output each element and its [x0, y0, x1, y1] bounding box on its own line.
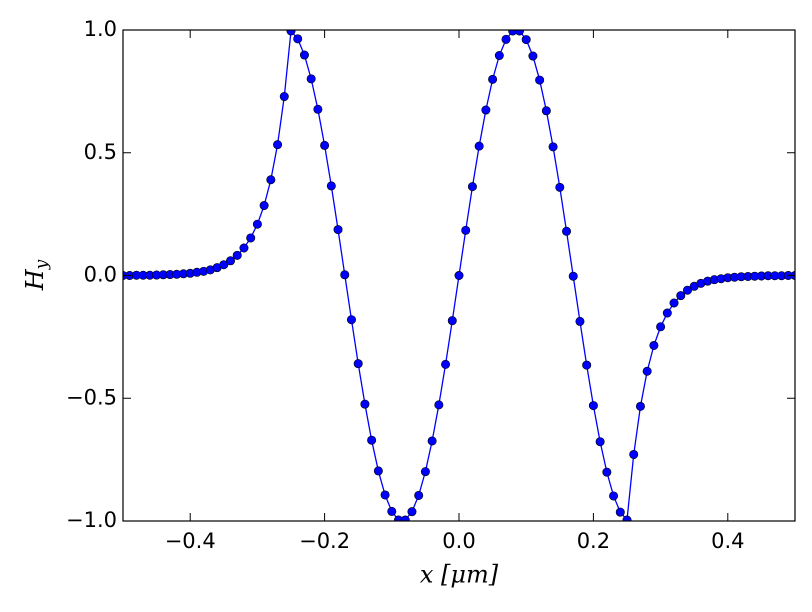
marker	[656, 322, 666, 332]
marker	[541, 106, 551, 116]
marker	[259, 201, 269, 211]
marker	[548, 142, 558, 152]
marker	[662, 308, 672, 318]
x-tick-label: 0.0	[442, 529, 475, 553]
marker	[488, 74, 498, 84]
y-tick-label: 0.0	[84, 263, 117, 287]
marker	[494, 51, 504, 61]
marker	[326, 181, 336, 191]
marker	[373, 466, 383, 476]
marker	[521, 35, 531, 45]
marker	[514, 30, 524, 36]
marker	[528, 51, 538, 61]
marker	[461, 225, 471, 235]
marker	[568, 271, 578, 281]
marker	[367, 435, 377, 445]
marker	[266, 175, 276, 185]
marker	[555, 182, 565, 192]
marker	[629, 449, 639, 459]
marker	[400, 515, 410, 521]
marker	[407, 507, 417, 517]
marker	[427, 436, 437, 446]
y-axis-label: Hy	[21, 259, 52, 291]
x-tick-label: −0.4	[165, 529, 216, 553]
x-tick-label: 0.4	[711, 529, 744, 553]
y-label-main: H	[21, 268, 49, 291]
marker	[313, 104, 323, 114]
marker	[447, 316, 457, 326]
marker	[346, 315, 356, 325]
marker	[481, 105, 491, 115]
marker	[676, 291, 686, 301]
marker	[582, 360, 592, 370]
marker	[434, 400, 444, 410]
marker	[320, 140, 330, 150]
marker	[226, 256, 236, 266]
marker	[649, 340, 659, 350]
marker	[602, 467, 612, 477]
y-tick-label: −1.0	[66, 508, 117, 532]
marker	[306, 74, 316, 84]
x-axis-label: x [μm]	[420, 561, 499, 589]
marker	[575, 316, 585, 326]
marker	[387, 506, 397, 516]
marker	[501, 34, 511, 44]
y-tick-label: 0.5	[84, 140, 117, 164]
marker	[474, 141, 484, 151]
y-label-sub: y	[32, 259, 52, 270]
marker	[414, 490, 424, 500]
marker	[622, 515, 632, 521]
marker	[454, 270, 464, 280]
x-tick-label: 0.2	[577, 529, 610, 553]
marker	[635, 401, 645, 411]
marker	[252, 219, 262, 229]
marker	[219, 260, 229, 270]
marker	[609, 491, 619, 501]
x-tick-label: −0.2	[299, 529, 350, 553]
marker	[669, 298, 679, 308]
marker	[380, 490, 390, 500]
marker	[286, 30, 296, 36]
marker	[293, 34, 303, 44]
y-tick-label: −0.5	[66, 385, 117, 409]
marker	[340, 270, 350, 280]
marker	[299, 50, 309, 60]
marker	[353, 359, 363, 369]
y-tick-label: 1.0	[84, 17, 117, 41]
marker	[642, 366, 652, 376]
marker	[246, 233, 256, 243]
marker	[333, 225, 343, 235]
marker	[232, 250, 242, 260]
marker	[467, 182, 477, 192]
marker	[615, 507, 625, 517]
marker	[273, 140, 283, 150]
marker	[441, 359, 451, 369]
marker	[535, 75, 545, 85]
marker	[279, 92, 289, 102]
marker	[420, 467, 430, 477]
plot-area	[123, 30, 795, 521]
marker	[562, 226, 572, 236]
marker	[588, 401, 598, 411]
marker	[239, 243, 249, 253]
marker	[360, 399, 370, 409]
marker	[595, 437, 605, 447]
marker	[682, 285, 692, 295]
